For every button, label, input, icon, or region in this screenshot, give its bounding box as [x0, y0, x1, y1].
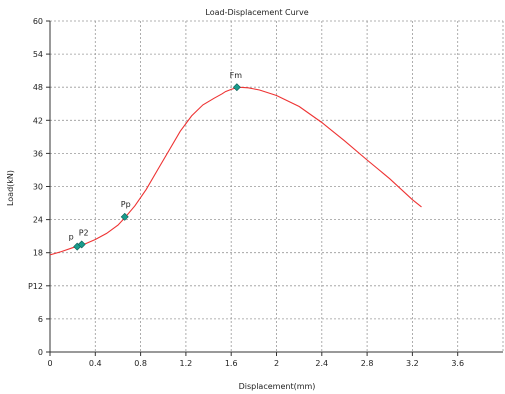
y-tick-label: 36 [33, 149, 43, 158]
x-tick-label: 1.6 [225, 359, 238, 368]
x-axis-label: Displacement(mm) [239, 382, 316, 391]
point-label: Pp [121, 200, 131, 209]
point-label: P2 [79, 228, 89, 237]
y-tick-label: 60 [33, 17, 43, 26]
key-points: p P2 Pp Fm [69, 71, 243, 251]
y-tick-label: 30 [33, 183, 43, 192]
y-tick-label: 6 [38, 315, 43, 324]
y-tick-label: 18 [33, 249, 43, 258]
x-tick-label: 0.4 [89, 359, 102, 368]
point-marker [232, 83, 241, 92]
y-tick-label: 54 [33, 50, 43, 59]
y-axis-label: Load(kN) [6, 170, 15, 206]
y-tick-label: 24 [33, 216, 43, 225]
series [49, 86, 422, 256]
x-axis-ticks: 0 0.4 0.8 1.2 1.6 2 2.4 2.8 3.2 3.6 [47, 352, 464, 368]
load-curve-line [49, 86, 422, 256]
x-tick-label: 0.8 [134, 359, 147, 368]
x-tick-label: 3.2 [406, 359, 419, 368]
y-axis-ticks: 0 6 P12 18 24 30 36 42 48 54 60 [28, 17, 50, 357]
point-label: Fm [230, 71, 243, 80]
point-marker [120, 212, 129, 221]
point-marker [77, 240, 86, 249]
point-label: p [69, 233, 74, 242]
x-tick-label: 2 [274, 359, 279, 368]
y-tick-label: 48 [33, 83, 43, 92]
x-tick-label: 2.8 [361, 359, 374, 368]
x-tick-label: 0 [47, 359, 52, 368]
chart-title: Load-Displacement Curve [205, 8, 308, 17]
x-tick-label: 2.4 [315, 359, 328, 368]
y-tick-label: P12 [28, 282, 43, 291]
x-tick-label: 3.6 [451, 359, 464, 368]
y-tick-label: 0 [38, 348, 43, 357]
y-tick-label: 42 [33, 116, 43, 125]
x-tick-label: 1.2 [180, 359, 193, 368]
grid [50, 20, 504, 352]
